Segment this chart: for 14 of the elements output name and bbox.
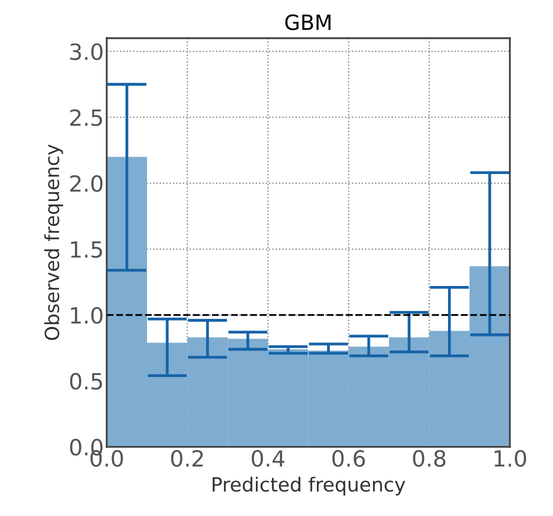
y-tick-label: 1.0 (71, 306, 102, 324)
x-tick-label: 1.0 (494, 450, 526, 467)
x-tick-label: 0.2 (171, 450, 203, 467)
x-axis-title: Predicted frequency (212, 476, 406, 496)
y-tick-label: 2.5 (70, 109, 102, 126)
y-tick-label: 1.5 (71, 241, 102, 258)
y-tick-label: 2.0 (70, 175, 102, 192)
x-tick-label: 0.4 (252, 450, 284, 467)
x-tick-label: 0.6 (332, 450, 365, 467)
x-tick-label: 0.8 (413, 450, 446, 467)
y-axis-title: Observed frequency (44, 144, 64, 340)
chart-title: GBM (285, 14, 330, 30)
y-tick-label: 0.5 (70, 372, 102, 390)
y-tick-label: 3.0 (70, 43, 102, 60)
